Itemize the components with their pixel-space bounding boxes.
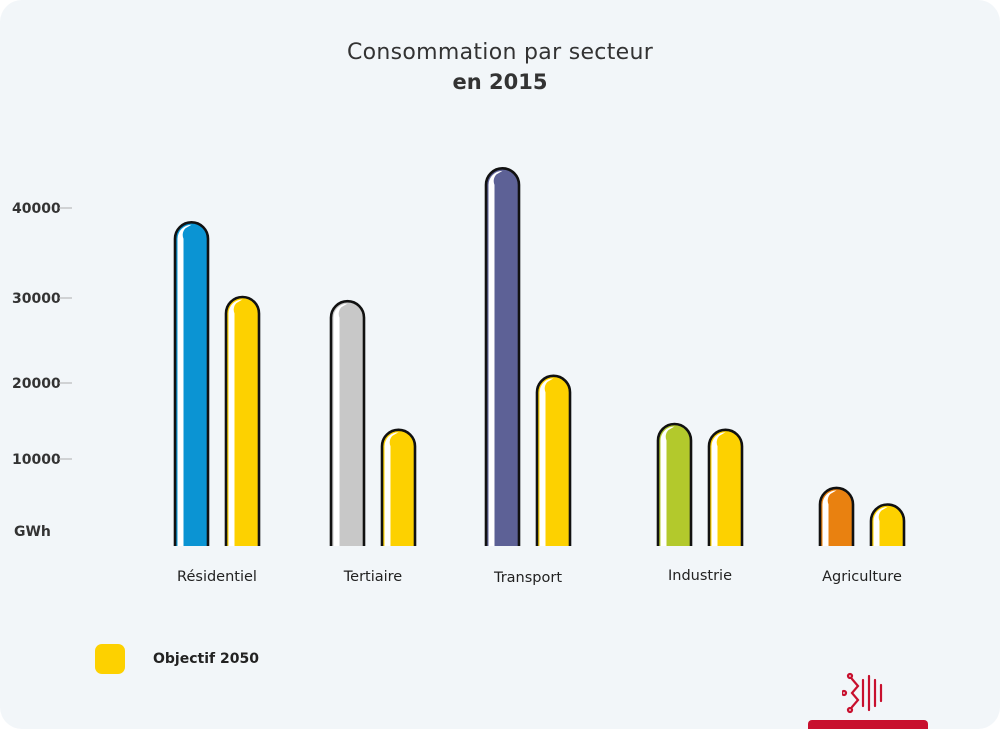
occitanie-cross-icon <box>842 672 883 714</box>
legend-label-year: 2050 <box>219 651 259 667</box>
bar-2015-3 <box>656 422 693 546</box>
chart-title: Consommation par secteur <box>346 40 654 65</box>
bar-2015-2 <box>484 167 521 546</box>
bar-2050-4 <box>869 503 906 546</box>
x-tick-label: Transport <box>493 570 562 586</box>
bar-2050-0 <box>224 295 261 546</box>
legend-label-prefix: Objectif <box>153 651 220 667</box>
y-axis-unit: GWh <box>14 524 51 540</box>
y-tick-label: 40000 <box>12 201 61 217</box>
bar-2050-4-highlight <box>873 507 888 546</box>
bar-2015-2-outline <box>484 167 521 546</box>
chart-subtitle: en 2015 <box>452 70 548 94</box>
bar-2015-3-highlight <box>660 426 675 546</box>
bar-2015-4-highlight <box>822 490 837 546</box>
y-tick-label: 20000 <box>12 376 61 392</box>
bar-2050-2-outline <box>535 374 572 546</box>
bar-2015-1-outline <box>329 299 366 546</box>
bar-2015-4 <box>818 486 855 546</box>
bar-2015-1 <box>329 299 366 546</box>
x-tick-label: Industrie <box>668 568 732 584</box>
y-tick-label: 10000 <box>12 452 61 468</box>
bar-2050-3-outline <box>707 428 744 546</box>
bar-2015-4-outline <box>818 486 855 546</box>
legend-label: Objectif 2050 <box>153 651 259 667</box>
legend-swatch <box>95 644 125 674</box>
footer-bar <box>808 720 928 729</box>
bar-2050-1-highlight <box>384 432 399 546</box>
bar-2050-4-outline <box>869 503 906 546</box>
bar-2050-3 <box>707 428 744 546</box>
bar-2015-0-highlight <box>177 224 192 547</box>
x-tick-label: Résidentiel <box>177 569 257 585</box>
y-tick-label: 30000 <box>12 291 61 307</box>
x-tick-label: Tertiaire <box>343 569 403 585</box>
bar-2050-1-outline <box>380 428 417 546</box>
bar-2050-2 <box>535 374 572 546</box>
bar-2015-1-highlight <box>333 303 348 546</box>
x-tick-label: Agriculture <box>822 569 902 585</box>
bar-2050-2-highlight <box>539 378 554 546</box>
legend: Objectif 2050 <box>95 644 259 674</box>
bar-2050-0-outline <box>224 295 261 546</box>
bar-2015-3-outline <box>656 422 693 546</box>
bar-2015-2-highlight <box>488 170 503 546</box>
bar-2015-0-outline <box>173 221 210 546</box>
bar-2015-0 <box>173 221 210 547</box>
bar-2050-3-highlight <box>711 432 726 546</box>
bar-2050-0-highlight <box>228 299 243 546</box>
bar-2050-1 <box>380 428 417 546</box>
